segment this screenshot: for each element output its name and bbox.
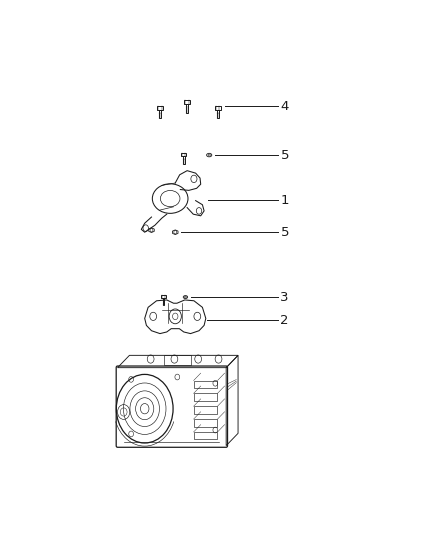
Bar xyxy=(194,406,218,414)
Text: 5: 5 xyxy=(280,149,289,161)
Bar xyxy=(161,295,166,298)
Bar xyxy=(194,432,218,439)
Text: 2: 2 xyxy=(280,314,289,327)
Bar xyxy=(194,393,218,401)
Bar xyxy=(183,156,185,164)
Bar xyxy=(186,104,188,112)
Bar xyxy=(159,110,161,118)
Bar xyxy=(194,419,218,426)
Bar xyxy=(184,101,190,104)
Bar xyxy=(162,298,164,305)
Text: 3: 3 xyxy=(280,290,289,304)
Text: 5: 5 xyxy=(280,226,289,239)
Text: 1: 1 xyxy=(280,193,289,207)
Bar xyxy=(181,154,186,156)
Bar xyxy=(215,106,221,110)
Bar xyxy=(194,381,218,388)
Text: 4: 4 xyxy=(280,100,289,113)
Bar xyxy=(164,355,191,365)
Bar xyxy=(157,106,163,110)
Bar xyxy=(217,110,219,118)
